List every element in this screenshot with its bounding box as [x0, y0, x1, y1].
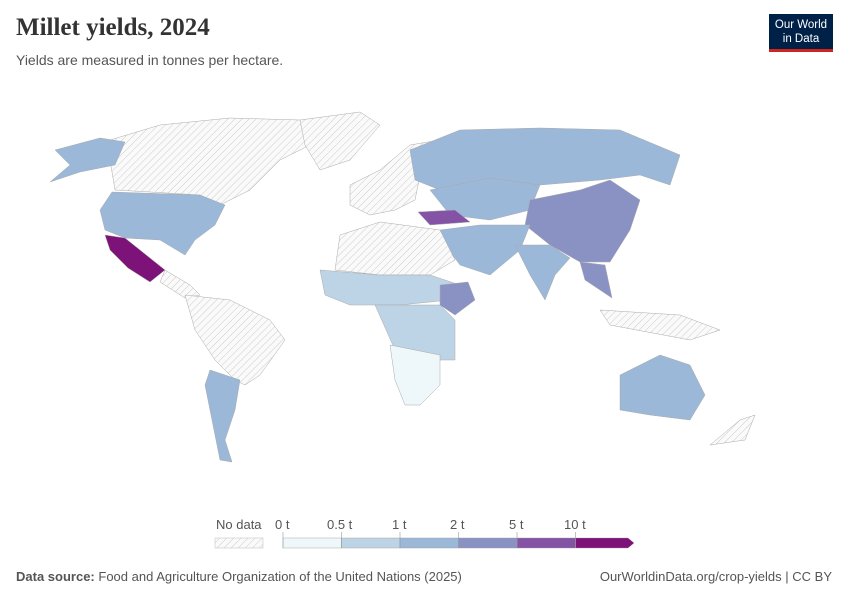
region-australia[interactable] — [619, 354, 706, 421]
region-argentina[interactable] — [204, 369, 241, 463]
region-greenland[interactable] — [299, 111, 381, 171]
world-map — [49, 111, 756, 463]
region-india[interactable] — [514, 244, 571, 301]
legend-bin-swatch — [341, 537, 401, 549]
region-mexico[interactable] — [104, 234, 166, 283]
region-usa[interactable] — [99, 191, 226, 256]
region-alaska[interactable] — [49, 137, 126, 183]
owid-logo[interactable]: Our World in Data — [769, 14, 833, 52]
legend-bin-label: 2 t — [450, 517, 465, 532]
region-turkey[interactable] — [417, 209, 471, 226]
page-title: Millet yields, 2024 — [16, 14, 210, 41]
legend-bin-label: 10 t — [564, 517, 586, 532]
legend-bin-swatch — [282, 537, 342, 549]
region-ethiopia[interactable] — [439, 281, 476, 316]
logo-text: Our World in Data — [774, 19, 828, 45]
legend-bin-label: 0.5 t — [327, 517, 353, 532]
source-text: Food and Agriculture Organization of the… — [98, 569, 462, 584]
legend-bin-swatch — [458, 537, 518, 549]
legend-bin-swatch — [399, 537, 459, 549]
data-source: Data source: Food and Agriculture Organi… — [16, 569, 462, 584]
region-indonesia[interactable] — [599, 309, 721, 341]
legend-bin-swatch — [575, 537, 635, 549]
region-north-africa[interactable] — [334, 221, 456, 276]
legend-bin-label: 1 t — [392, 517, 407, 532]
legend-no-data-label: No data — [216, 517, 262, 532]
region-russia[interactable] — [409, 127, 681, 191]
legend-scale — [214, 532, 635, 549]
source-label: Data source: — [16, 569, 95, 584]
region-china[interactable] — [524, 179, 641, 263]
region-southeast-asia[interactable] — [579, 261, 613, 299]
legend-bin-label: 5 t — [509, 517, 524, 532]
region-middle-east[interactable] — [439, 224, 531, 276]
region-new-zealand[interactable] — [709, 414, 756, 446]
region-southern-africa[interactable] — [389, 344, 441, 406]
region-west-africa[interactable] — [319, 269, 461, 306]
legend-no-data-swatch — [214, 537, 264, 549]
legend-bin-swatch — [516, 537, 576, 549]
region-canada[interactable] — [109, 117, 321, 206]
legend-bin-label: 0 t — [275, 517, 290, 532]
subtitle: Yields are measured in tonnes per hectar… — [16, 52, 284, 68]
footer-link[interactable]: OurWorldinData.org/crop-yields | CC BY — [599, 569, 832, 584]
region-south-america[interactable] — [184, 294, 286, 386]
legend: No data 0 t 0.5 t 1 t 2 t 5 t 10 t — [0, 510, 850, 550]
region-central-america[interactable] — [159, 269, 201, 299]
